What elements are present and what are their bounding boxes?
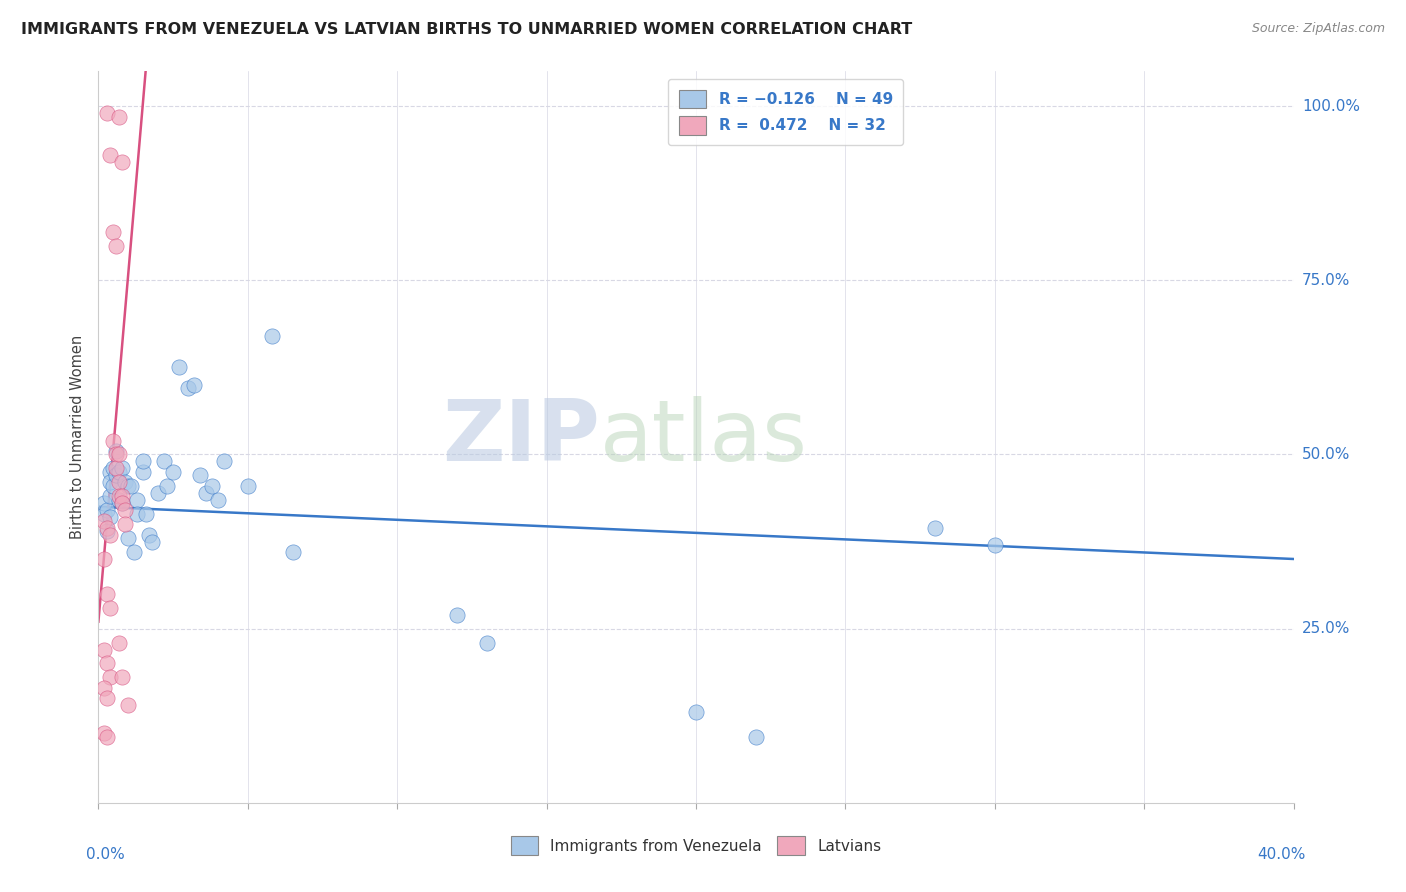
Point [127,492,149,507]
Point [93,507,115,521]
Point [103,461,125,475]
Point [745,730,768,744]
Point [98,527,122,541]
Point [195,485,218,500]
Point [446,607,468,622]
Point [207,492,229,507]
Point [108,465,131,479]
Point [138,527,160,541]
Point [93,514,115,528]
Point [117,479,139,493]
Point [98,510,122,524]
Point [281,545,304,559]
Point [108,475,131,490]
Point [111,670,134,684]
Point [177,381,200,395]
Point [105,461,128,475]
Y-axis label: Births to Unmarried Women: Births to Unmarried Women [69,335,84,539]
Point [924,521,946,535]
Point [96,691,118,706]
Text: 0.0%: 0.0% [87,847,125,862]
Point [111,461,134,475]
Point [135,507,157,521]
Point [105,448,128,462]
Point [108,635,131,649]
Point [148,485,170,500]
Point [103,434,125,448]
Point [236,479,259,493]
Point [114,475,136,490]
Point [96,503,118,517]
Point [93,726,115,740]
Point [93,552,115,566]
Point [98,489,122,503]
Point [96,657,118,671]
Point [114,517,136,532]
Point [153,454,176,468]
Text: 25.0%: 25.0% [1302,621,1350,636]
Point [111,496,134,510]
Point [156,479,179,493]
Text: 40.0%: 40.0% [1257,847,1306,862]
Point [111,489,134,503]
Point [111,496,134,510]
Point [188,468,211,483]
Point [141,534,163,549]
Point [98,148,122,162]
Point [98,670,122,684]
Point [96,587,118,601]
Point [103,225,125,239]
Point [984,538,1007,552]
Point [132,465,155,479]
Text: atlas: atlas [600,395,808,479]
Point [117,531,139,545]
Point [105,468,128,483]
Point [114,503,136,517]
Point [93,496,115,510]
Text: IMMIGRANTS FROM VENEZUELA VS LATVIAN BIRTHS TO UNMARRIED WOMEN CORRELATION CHART: IMMIGRANTS FROM VENEZUELA VS LATVIAN BIR… [21,22,912,37]
Point [162,465,184,479]
Text: 100.0%: 100.0% [1302,99,1360,113]
Point [120,479,142,493]
Point [96,524,118,538]
Point [108,448,131,462]
Point [105,238,128,252]
Point [183,377,205,392]
Point [201,479,224,493]
Point [167,360,190,375]
Text: ZIP: ZIP [443,395,600,479]
Text: 75.0%: 75.0% [1302,273,1350,288]
Text: Source: ZipAtlas.com: Source: ZipAtlas.com [1251,22,1385,36]
Legend: Immigrants from Venezuela, Latvians: Immigrants from Venezuela, Latvians [505,830,887,861]
Point [111,155,134,169]
Point [93,642,115,657]
Point [685,705,707,719]
Point [108,492,131,507]
Point [127,507,149,521]
Point [103,479,125,493]
Point [212,454,235,468]
Point [98,600,122,615]
Point [132,454,155,468]
Point [98,465,122,479]
Point [475,635,498,649]
Point [117,698,139,713]
Point [260,329,283,343]
Point [96,106,118,120]
Point [98,475,122,490]
Point [108,110,131,124]
Point [105,444,128,458]
Point [124,545,146,559]
Point [93,681,115,695]
Point [96,730,118,744]
Point [96,521,118,535]
Point [108,489,131,503]
Text: 50.0%: 50.0% [1302,447,1350,462]
